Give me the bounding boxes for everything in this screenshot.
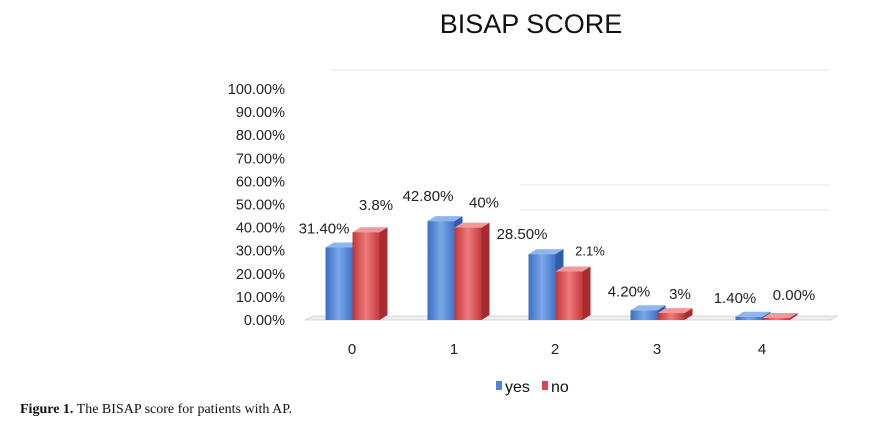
bar-top (762, 313, 798, 318)
legend-label: yes (505, 379, 530, 396)
y-tick-label: 20.00% (236, 267, 285, 283)
bar-yes-4 (735, 316, 763, 320)
bar-no-2 (555, 271, 583, 320)
bar-side (582, 266, 591, 320)
data-label: 42.80% (403, 188, 454, 205)
legend-swatch (496, 381, 502, 390)
y-tick-label: 90.00% (236, 105, 285, 121)
y-tick-label: 0.00% (244, 313, 285, 329)
bar-no-1 (454, 227, 482, 320)
bar-top (427, 216, 463, 222)
legend: yes no (496, 379, 569, 396)
y-tick-label: 100.00% (228, 82, 285, 98)
x-tick-label: 1 (450, 341, 458, 358)
bar-top (528, 249, 564, 255)
caption-label: Figure 1. (20, 402, 74, 417)
data-label: 3% (669, 286, 691, 303)
bar-top (630, 305, 666, 311)
x-tick-label: 0 (348, 341, 356, 358)
data-label: 28.50% (497, 226, 548, 243)
x-tick-label: 3 (653, 341, 661, 358)
bar-top (352, 227, 388, 233)
bar-top (454, 222, 490, 228)
figure-caption: Figure 1. The BISAP score for patients w… (20, 402, 292, 418)
x-tick-label: 4 (758, 341, 766, 358)
bar-yes-1 (427, 221, 455, 320)
data-label: 2.1% (575, 243, 605, 258)
data-label: 40% (469, 195, 499, 212)
bar-top (657, 308, 693, 314)
x-tick-label: 2 (551, 341, 559, 358)
y-tick-label: 10.00% (236, 290, 285, 306)
y-tick-label: 30.00% (236, 244, 285, 260)
bar-side (789, 313, 798, 320)
data-label: 1.40% (714, 290, 757, 307)
bar-no-4 (762, 318, 790, 320)
legend-swatch (542, 381, 548, 390)
bar-no-0 (352, 232, 380, 320)
bar-yes-0 (325, 247, 353, 320)
bar-side (481, 222, 490, 320)
bar-side (379, 227, 388, 320)
y-tick-label: 70.00% (236, 151, 285, 167)
data-label: 4.20% (608, 283, 651, 300)
caption-text: The BISAP score for patients with AP. (73, 402, 292, 417)
bar-top (735, 311, 771, 317)
data-label: 3.8% (359, 197, 393, 214)
data-label: 0.00% (773, 287, 816, 304)
legend-label: no (551, 379, 569, 396)
bisap-chart: BISAP SCORE 0.00%10.00%20.00%30.00%40.00… (228, 9, 839, 396)
bar-yes-2 (528, 254, 556, 320)
bar-top (325, 242, 361, 248)
data-label: 31.40% (299, 220, 350, 237)
y-tick-label: 80.00% (236, 128, 285, 144)
chart-title: BISAP SCORE (440, 9, 623, 39)
y-tick-label: 40.00% (236, 221, 285, 237)
bar-side (684, 308, 693, 320)
bar-yes-3 (630, 310, 658, 320)
bar-no-3 (657, 313, 685, 320)
y-tick-label: 50.00% (236, 198, 285, 214)
y-tick-label: 60.00% (236, 174, 285, 190)
bar-top (555, 266, 591, 272)
